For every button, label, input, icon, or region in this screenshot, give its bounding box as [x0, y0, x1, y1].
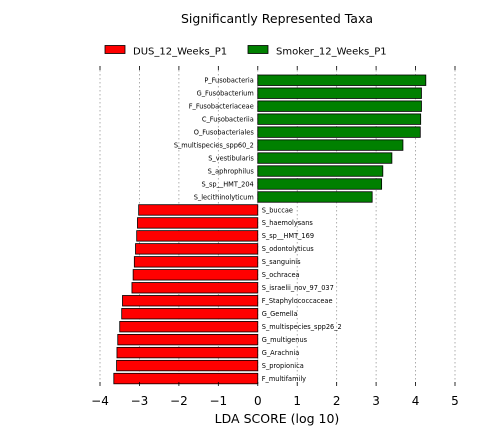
- category-label: S_israelii_nov_97_037: [262, 284, 334, 292]
- category-label: F_Fusobacteriaceae: [189, 102, 254, 110]
- category-label: S_sanguinis: [262, 258, 301, 266]
- category-label: C_Fusobacteriia: [202, 115, 254, 123]
- legend-label: DUS_12_Weeks_P1: [133, 47, 227, 58]
- bar: [257, 165, 384, 177]
- category-label: S_multispecies_spp60_2: [174, 141, 254, 149]
- tick-label: 1: [293, 394, 301, 408]
- category-label: G_Gemella: [262, 310, 298, 318]
- x-axis-label: LDA SCORE (log 10): [215, 411, 340, 426]
- category-label: S_buccae: [262, 206, 293, 214]
- category-label: S_lecithinolyticum: [194, 193, 254, 201]
- bar: [138, 204, 259, 216]
- tick-label: 4: [412, 394, 420, 408]
- bar: [116, 359, 259, 372]
- category-label: S_odontolyticus: [262, 245, 314, 253]
- bar: [257, 126, 421, 138]
- category-label: S_multispecies_spp26_2: [262, 323, 342, 331]
- bar: [135, 243, 259, 255]
- tick-label: −4: [91, 394, 109, 408]
- tick-label: 2: [333, 394, 341, 408]
- tick-label: 5: [451, 394, 459, 408]
- category-label: F_multifamily: [262, 375, 306, 383]
- bar: [257, 100, 422, 112]
- category-label: F_Staphylococcaceae: [262, 297, 333, 305]
- tick-label: 0: [254, 394, 262, 408]
- legend-swatch: [247, 45, 269, 54]
- tick-label: −2: [170, 394, 188, 408]
- bar: [116, 346, 259, 359]
- category-label: O_Fusobacteriales: [194, 128, 255, 136]
- category-label: S_sp__HMT_169: [262, 232, 314, 240]
- category-label: P_Fusobacteria: [204, 77, 253, 85]
- bar: [137, 217, 259, 229]
- category-label: S_vestibularis: [208, 154, 254, 162]
- bar: [136, 230, 259, 242]
- category-labels: P_Fusobacteria G_Fusobacterium F_Fusobacte…: [174, 77, 342, 383]
- x-axis-ticks: −4 −3 −2 −1 0 1 2 3 4 5: [91, 66, 459, 408]
- bar: [257, 87, 422, 99]
- legend-swatch: [104, 45, 126, 54]
- category-label: G_Arachnia: [262, 349, 300, 357]
- legend-label: Smoker_12_Weeks_P1: [276, 47, 387, 58]
- bar: [113, 372, 259, 385]
- bar: [132, 269, 259, 281]
- chart-title: Significantly Represented Taxa: [181, 11, 373, 26]
- bar: [119, 321, 259, 333]
- category-label: S_sp__HMT_204: [202, 180, 254, 188]
- bars: [113, 74, 427, 385]
- bar: [131, 282, 259, 294]
- bar: [122, 295, 259, 307]
- category-label: S_propionica: [262, 362, 304, 370]
- bar: [117, 333, 259, 346]
- bar: [257, 178, 383, 190]
- bar: [257, 152, 393, 164]
- category-label: G_Fusobacterium: [197, 90, 254, 98]
- bar: [257, 139, 404, 151]
- category-label: S_ochracea: [262, 271, 300, 279]
- category-label: S_aphrophilus: [208, 167, 255, 175]
- tick-label: −3: [131, 394, 149, 408]
- category-label: S_haemolysans: [262, 219, 314, 227]
- bar: [257, 191, 373, 203]
- bar: [257, 113, 422, 125]
- legend: DUS_12_Weeks_P1 Smoker_12_Weeks_P1: [104, 45, 387, 58]
- category-label: G_multigenus: [262, 336, 308, 344]
- tick-label: −1: [209, 394, 227, 408]
- bar: [257, 74, 427, 86]
- bar: [121, 308, 259, 320]
- bar: [133, 256, 259, 268]
- tick-label: 3: [372, 394, 380, 408]
